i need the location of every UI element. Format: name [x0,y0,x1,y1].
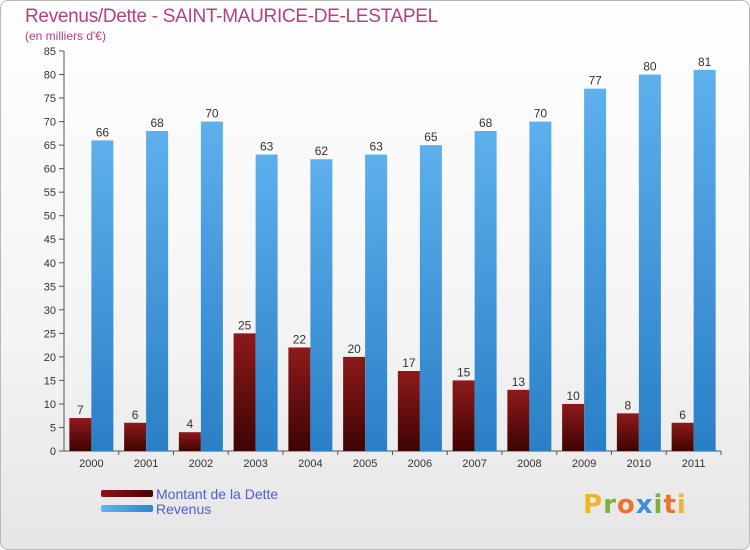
y-tick-label: 35 [44,281,56,293]
data-label-debt: 10 [566,389,580,403]
chart-subtitle: (en milliers d'€) [25,29,106,43]
bar-debt [178,432,201,451]
x-tick-label: 2011 [682,458,706,470]
bar-revenue [693,69,716,451]
bar-revenue [310,159,333,451]
data-label-debt: 15 [457,365,471,379]
bar-revenue [529,121,552,452]
data-label-debt: 17 [402,356,416,370]
legend-swatch-revenue [101,505,153,512]
y-tick-label: 60 [44,164,56,176]
x-tick-label: 2009 [572,458,596,470]
y-tick-label: 65 [44,140,56,152]
y-tick-label: 20 [44,352,56,364]
x-tick-label: 2005 [353,458,377,470]
data-label-revenue: 66 [96,125,110,139]
y-tick-label: 85 [44,46,56,58]
y-tick-label: 45 [44,234,56,246]
bar-revenue [365,154,388,451]
x-tick-label: 2000 [79,458,103,470]
bar-debt [562,403,585,451]
data-label-revenue: 65 [424,130,438,144]
data-label-debt: 6 [679,408,686,422]
y-tick-label: 0 [50,446,56,458]
data-label-revenue: 63 [260,140,274,154]
x-tick-label: 2002 [189,458,213,470]
data-label-debt: 6 [132,408,139,422]
y-tick-label: 30 [44,305,56,317]
legend-swatch-debt [101,490,153,497]
data-label-revenue: 63 [369,140,383,154]
bar-debt [616,413,639,451]
bar-revenue [91,140,114,452]
bar-revenue [419,145,442,451]
y-tick-label: 50 [44,211,56,223]
bar-revenue [200,121,223,452]
data-label-debt: 13 [512,375,526,389]
bar-revenue [146,131,169,451]
bar-debt [124,422,147,451]
bar-revenue [638,74,661,451]
bar-debt [233,333,256,451]
data-label-revenue: 70 [534,107,548,121]
y-tick-label: 70 [44,117,56,129]
bar-debt [288,347,311,451]
chart-title: Revenus/Dette - SAINT-MAURICE-DE-LESTAPE… [25,6,438,27]
y-tick-label: 15 [44,375,56,387]
bar-debt [452,380,475,451]
legend-label-debt: Montant de la Dette [156,486,279,502]
data-label-debt: 7 [77,403,84,417]
x-tick-label: 2008 [517,458,541,470]
bar-debt [343,356,366,451]
data-label-debt: 20 [347,342,361,356]
bar-debt [69,418,92,451]
x-tick-label: 2006 [408,458,432,470]
data-label-debt: 4 [187,417,194,431]
bar-debt [507,389,530,451]
bar-revenue [474,131,497,451]
bar-revenue [584,88,607,451]
x-tick-label: 2010 [627,458,651,470]
legend-label-revenue: Revenus [156,501,212,517]
data-label-revenue: 80 [643,60,657,74]
x-tick-label: 2007 [462,458,486,470]
y-tick-label: 80 [44,70,56,82]
data-label-revenue: 77 [588,74,602,88]
data-label-revenue: 70 [205,107,219,121]
data-label-revenue: 81 [698,55,712,69]
data-label-revenue: 62 [315,144,329,158]
x-tick-label: 2003 [243,458,267,470]
data-label-revenue: 68 [150,116,164,130]
y-tick-label: 5 [50,422,56,434]
bar-debt [671,422,694,451]
y-tick-label: 75 [44,93,56,105]
data-label-debt: 25 [238,318,252,332]
bar-debt [397,371,420,451]
data-label-debt: 22 [293,332,307,346]
y-tick-label: 40 [44,258,56,270]
data-label-revenue: 68 [479,116,493,130]
bar-revenue [255,154,278,451]
proxiti-logo: Proxiti [583,490,687,520]
y-tick-label: 25 [44,328,56,340]
data-label-debt: 8 [625,398,632,412]
x-tick-label: 2004 [298,458,322,470]
x-tick-label: 2001 [134,458,158,470]
y-tick-label: 55 [44,187,56,199]
y-tick-label: 10 [44,399,56,411]
